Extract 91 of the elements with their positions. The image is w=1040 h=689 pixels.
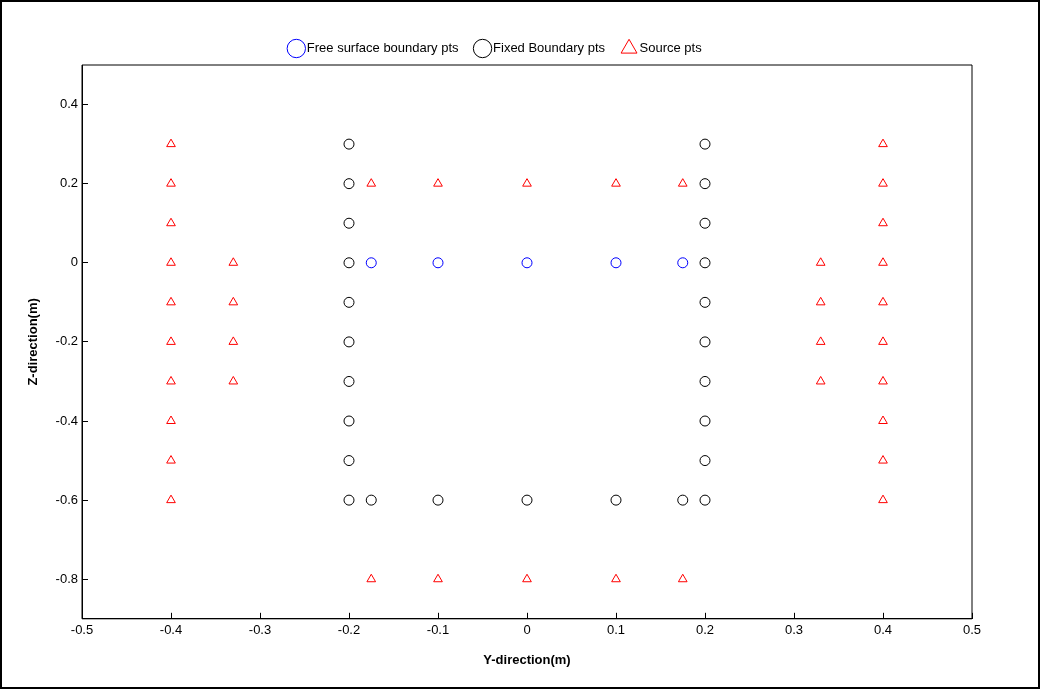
point	[699, 455, 711, 467]
point	[432, 257, 444, 269]
point	[343, 138, 355, 150]
point	[815, 296, 826, 306]
point	[366, 573, 377, 583]
point	[610, 494, 622, 506]
point	[611, 573, 621, 583]
x-tick-label: 0.3	[784, 622, 804, 638]
point	[433, 573, 443, 583]
point	[815, 336, 826, 345]
point	[166, 336, 176, 345]
point	[166, 415, 176, 425]
point	[343, 375, 355, 387]
x-tick-label: -0.1	[426, 622, 450, 638]
point	[699, 138, 711, 150]
point	[815, 375, 826, 385]
y-tick-label: -0.2	[55, 333, 78, 349]
x-tick-label: 0.1	[606, 622, 626, 638]
point	[699, 415, 711, 427]
point	[166, 257, 176, 266]
point	[699, 257, 711, 269]
point	[611, 178, 621, 187]
point	[878, 257, 888, 266]
x-tick-label: -0.5	[70, 622, 94, 638]
point	[699, 178, 711, 190]
point	[522, 178, 532, 187]
point	[699, 375, 711, 387]
x-tick-label: -0.3	[248, 622, 272, 638]
point	[343, 415, 355, 427]
point	[228, 257, 239, 266]
point	[366, 178, 377, 187]
point	[343, 257, 355, 269]
x-tick-label: 0.5	[962, 622, 982, 638]
point	[166, 217, 176, 227]
point	[343, 178, 355, 190]
point	[166, 494, 176, 504]
x-tick-label: 0	[523, 622, 531, 638]
point	[521, 494, 533, 506]
y-tick-label: -0.4	[55, 412, 78, 428]
point	[878, 494, 888, 504]
x-tick-label: 0.4	[873, 622, 893, 638]
point	[166, 138, 176, 148]
point	[699, 296, 711, 308]
point	[343, 217, 355, 229]
point	[166, 178, 176, 187]
point	[343, 336, 355, 348]
point	[343, 494, 355, 506]
point	[166, 375, 176, 385]
point	[365, 257, 377, 269]
point	[878, 336, 888, 345]
point	[228, 375, 239, 385]
point	[699, 494, 711, 506]
y-tick-label: 0.4	[59, 96, 78, 112]
point	[521, 257, 533, 269]
point	[878, 296, 888, 306]
x-tick-label: -0.4	[159, 622, 183, 638]
point	[433, 178, 443, 187]
x-tick-label: 0.2	[695, 622, 715, 638]
point	[677, 257, 689, 269]
point	[878, 178, 888, 187]
point	[878, 375, 888, 385]
point	[878, 217, 888, 227]
point	[166, 296, 176, 306]
point	[228, 296, 239, 306]
y-tick-label: -0.8	[55, 570, 78, 586]
y-tick-label: 0	[70, 254, 78, 270]
y-axis-title: Z-direction(m)	[25, 298, 41, 386]
point	[878, 455, 888, 464]
point	[365, 494, 377, 506]
point	[343, 455, 355, 467]
point	[610, 257, 622, 269]
point	[522, 573, 532, 583]
point	[228, 336, 239, 345]
legend-label: Source pts	[639, 40, 703, 56]
y-tick-label: 0.2	[59, 175, 78, 191]
x-axis-title: Y-direction(m)	[483, 651, 571, 667]
legend-label: Free surface boundary pts	[306, 40, 460, 56]
legend-label: Fixed Boundary pts	[493, 40, 606, 56]
point	[677, 573, 688, 583]
point	[432, 494, 444, 506]
point	[677, 494, 689, 506]
point	[878, 415, 888, 425]
point	[699, 217, 711, 229]
x-tick-label: -0.2	[337, 622, 361, 638]
point	[343, 296, 355, 308]
point	[815, 257, 826, 266]
point	[166, 455, 176, 464]
point	[677, 178, 688, 187]
point	[878, 138, 888, 148]
y-tick-label: -0.6	[55, 491, 78, 507]
point	[699, 336, 711, 348]
